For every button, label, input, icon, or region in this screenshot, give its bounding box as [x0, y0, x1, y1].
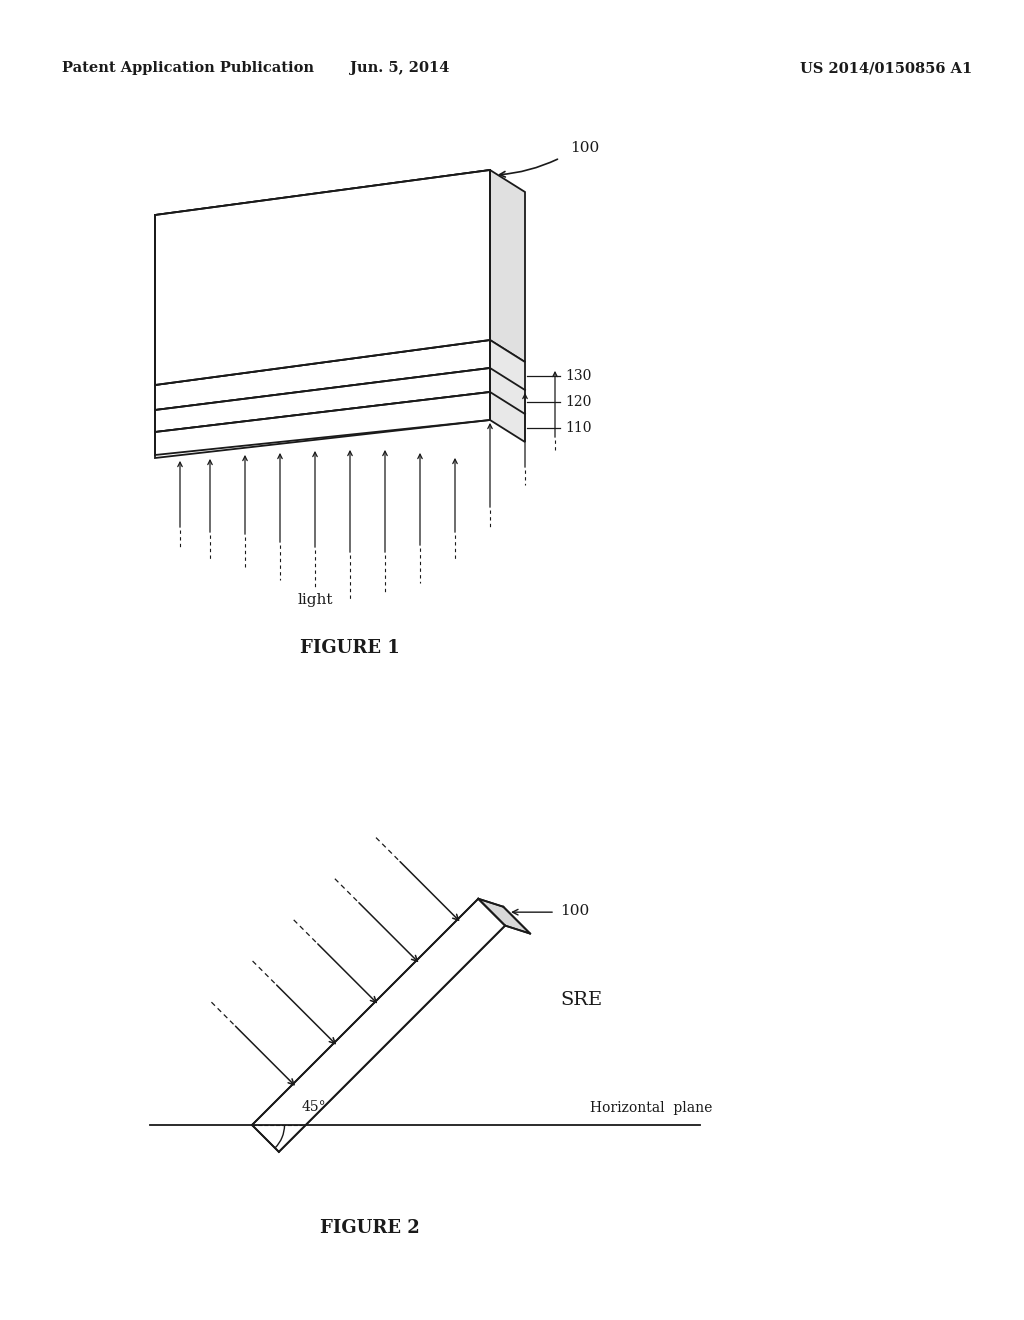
Polygon shape	[155, 170, 490, 385]
Text: Jun. 5, 2014: Jun. 5, 2014	[350, 61, 450, 75]
Polygon shape	[155, 170, 490, 385]
Text: FIGURE 2: FIGURE 2	[321, 1218, 420, 1237]
Polygon shape	[155, 392, 490, 458]
Text: light: light	[297, 593, 333, 607]
Polygon shape	[490, 170, 525, 362]
Text: SRE: SRE	[560, 991, 602, 1008]
Polygon shape	[155, 341, 490, 411]
Text: US 2014/0150856 A1: US 2014/0150856 A1	[800, 61, 972, 75]
Polygon shape	[155, 368, 490, 432]
Polygon shape	[478, 899, 530, 933]
Text: 110: 110	[565, 421, 592, 436]
Text: 100: 100	[560, 904, 589, 919]
Text: 100: 100	[570, 141, 599, 154]
Polygon shape	[490, 341, 525, 442]
Text: FIGURE 1: FIGURE 1	[300, 639, 400, 657]
Text: 120: 120	[565, 395, 592, 409]
Text: 45°: 45°	[302, 1100, 327, 1114]
Text: 130: 130	[565, 370, 592, 383]
Text: Horizontal  plane: Horizontal plane	[590, 1101, 713, 1115]
Polygon shape	[252, 899, 505, 1152]
Text: Patent Application Publication: Patent Application Publication	[62, 61, 314, 75]
